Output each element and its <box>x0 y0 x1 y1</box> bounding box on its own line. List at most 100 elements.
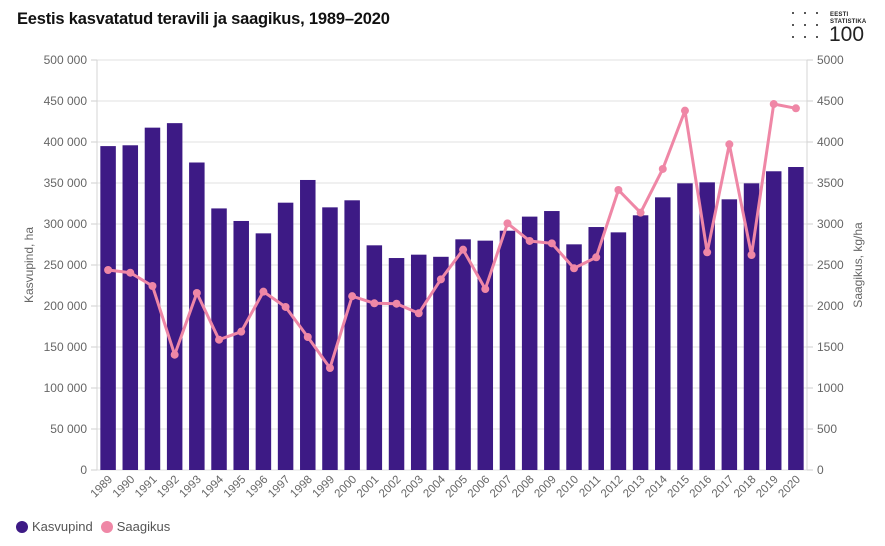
x-tick-label: 1997 <box>266 474 293 501</box>
point-2005[interactable] <box>459 245 468 254</box>
legend: Kasvupind Saagikus <box>16 519 178 534</box>
point-2015[interactable] <box>680 106 689 115</box>
x-tick-label: 2003 <box>399 474 426 501</box>
bar-2009[interactable] <box>544 211 560 471</box>
bar-2013[interactable] <box>632 215 649 470</box>
x-tick-label: 2005 <box>444 474 471 501</box>
bar-2008[interactable] <box>521 216 538 470</box>
x-tick-label: 1994 <box>200 473 227 500</box>
point-2008[interactable] <box>525 236 534 245</box>
point-1990[interactable] <box>126 268 135 277</box>
logo-text-eesti: EESTI <box>830 12 849 18</box>
left-tick-label: 50 000 <box>50 422 87 436</box>
left-tick-label: 300 000 <box>44 217 88 231</box>
right-tick-label: 3000 <box>817 217 844 231</box>
point-2019[interactable] <box>769 100 778 109</box>
point-1992[interactable] <box>170 350 179 359</box>
x-tick-label: 2009 <box>532 474 559 501</box>
chart-title: Eestis kasvatatud teravili ja saagikus, … <box>17 10 390 28</box>
point-2000[interactable] <box>348 292 357 301</box>
point-2017[interactable] <box>725 140 734 149</box>
point-2016[interactable] <box>703 248 712 257</box>
line-series-saagikus <box>104 100 800 372</box>
point-1999[interactable] <box>325 363 334 372</box>
bar-1992[interactable] <box>166 123 183 470</box>
point-2018[interactable] <box>747 251 756 259</box>
x-tick-label: 2004 <box>421 473 448 500</box>
point-2001[interactable] <box>370 299 379 308</box>
x-tick-label: 2008 <box>510 474 537 501</box>
x-axis-labels: 1989199019911992199319941995199619971998… <box>89 473 803 500</box>
bar-2004[interactable] <box>433 256 449 470</box>
bar-2005[interactable] <box>455 239 471 470</box>
bar-2010[interactable] <box>566 244 582 470</box>
bar-2020[interactable] <box>788 167 804 470</box>
left-axis-ticks: 0 50 000 100 000 150 000 200 000 250 000 300 0… <box>44 53 97 477</box>
point-2009[interactable] <box>547 239 556 248</box>
bar-2003[interactable] <box>410 254 427 470</box>
point-2011[interactable] <box>592 253 601 262</box>
point-1996[interactable] <box>259 287 268 296</box>
bar-series-kasvupind <box>100 123 804 471</box>
point-2013[interactable] <box>636 208 645 217</box>
point-2004[interactable] <box>436 275 445 284</box>
right-tick-label: 1500 <box>817 340 844 354</box>
x-tick-label: 2014 <box>643 473 670 500</box>
x-tick-label: 2019 <box>754 474 781 501</box>
point-2012[interactable] <box>614 185 623 194</box>
x-tick-label: 2012 <box>599 474 626 501</box>
bar-1990[interactable] <box>122 145 139 470</box>
point-1997[interactable] <box>281 302 290 311</box>
right-tick-label: 4500 <box>817 94 844 108</box>
bar-1991[interactable] <box>144 127 161 471</box>
x-tick-label: 1990 <box>111 474 138 501</box>
logo-dots-icon <box>790 10 822 42</box>
x-tick-label: 1991 <box>133 474 160 501</box>
x-tick-label: 2015 <box>666 474 693 501</box>
right-tick-label: 2500 <box>817 258 844 272</box>
bar-2015[interactable] <box>677 183 693 470</box>
point-2010[interactable] <box>570 264 579 273</box>
bar-1989[interactable] <box>100 146 116 470</box>
point-1995[interactable] <box>237 327 246 336</box>
left-tick-label: 150 000 <box>44 340 88 354</box>
point-1991[interactable] <box>148 281 157 290</box>
bar-2002[interactable] <box>388 258 405 470</box>
point-2007[interactable] <box>503 219 512 228</box>
point-1993[interactable] <box>192 288 201 297</box>
bar-2016[interactable] <box>699 182 715 470</box>
bar-1998[interactable] <box>300 179 316 470</box>
point-2002[interactable] <box>392 299 401 308</box>
x-tick-label: 2000 <box>333 474 360 501</box>
bar-2012[interactable] <box>610 232 627 470</box>
point-2006[interactable] <box>481 285 490 294</box>
saagikus-line <box>107 102 797 370</box>
point-2003[interactable] <box>414 309 423 318</box>
bar-2014[interactable] <box>655 197 671 470</box>
bar-2011[interactable] <box>588 227 604 470</box>
bar-2000[interactable] <box>344 200 360 471</box>
left-tick-label: 200 000 <box>44 299 88 313</box>
bar-1996[interactable] <box>255 233 272 470</box>
left-tick-label: 350 000 <box>44 176 88 190</box>
bar-2017[interactable] <box>721 199 738 470</box>
bar-2019[interactable] <box>765 171 782 470</box>
x-tick-label: 2020 <box>776 474 803 501</box>
legend-item-kasvupind[interactable]: Kasvupind <box>16 519 93 534</box>
statistics-estonia-logo: EESTI STATISTIKA 100 <box>790 10 870 45</box>
bar-1995[interactable] <box>233 220 249 470</box>
point-1994[interactable] <box>215 335 224 344</box>
bar-2006[interactable] <box>477 240 494 470</box>
bar-1997[interactable] <box>277 202 294 470</box>
bar-2001[interactable] <box>366 245 383 470</box>
point-1998[interactable] <box>303 333 312 341</box>
bar-2007[interactable] <box>499 230 516 470</box>
bar-1993[interactable] <box>189 162 205 471</box>
point-1989[interactable] <box>104 266 113 274</box>
point-2014[interactable] <box>658 164 667 173</box>
legend-item-saagikus[interactable]: Saagikus <box>100 519 170 534</box>
x-tick-label: 2016 <box>688 474 715 501</box>
x-tick-label: 2006 <box>466 474 493 501</box>
bar-1999[interactable] <box>322 207 338 470</box>
point-2020[interactable] <box>791 104 800 113</box>
